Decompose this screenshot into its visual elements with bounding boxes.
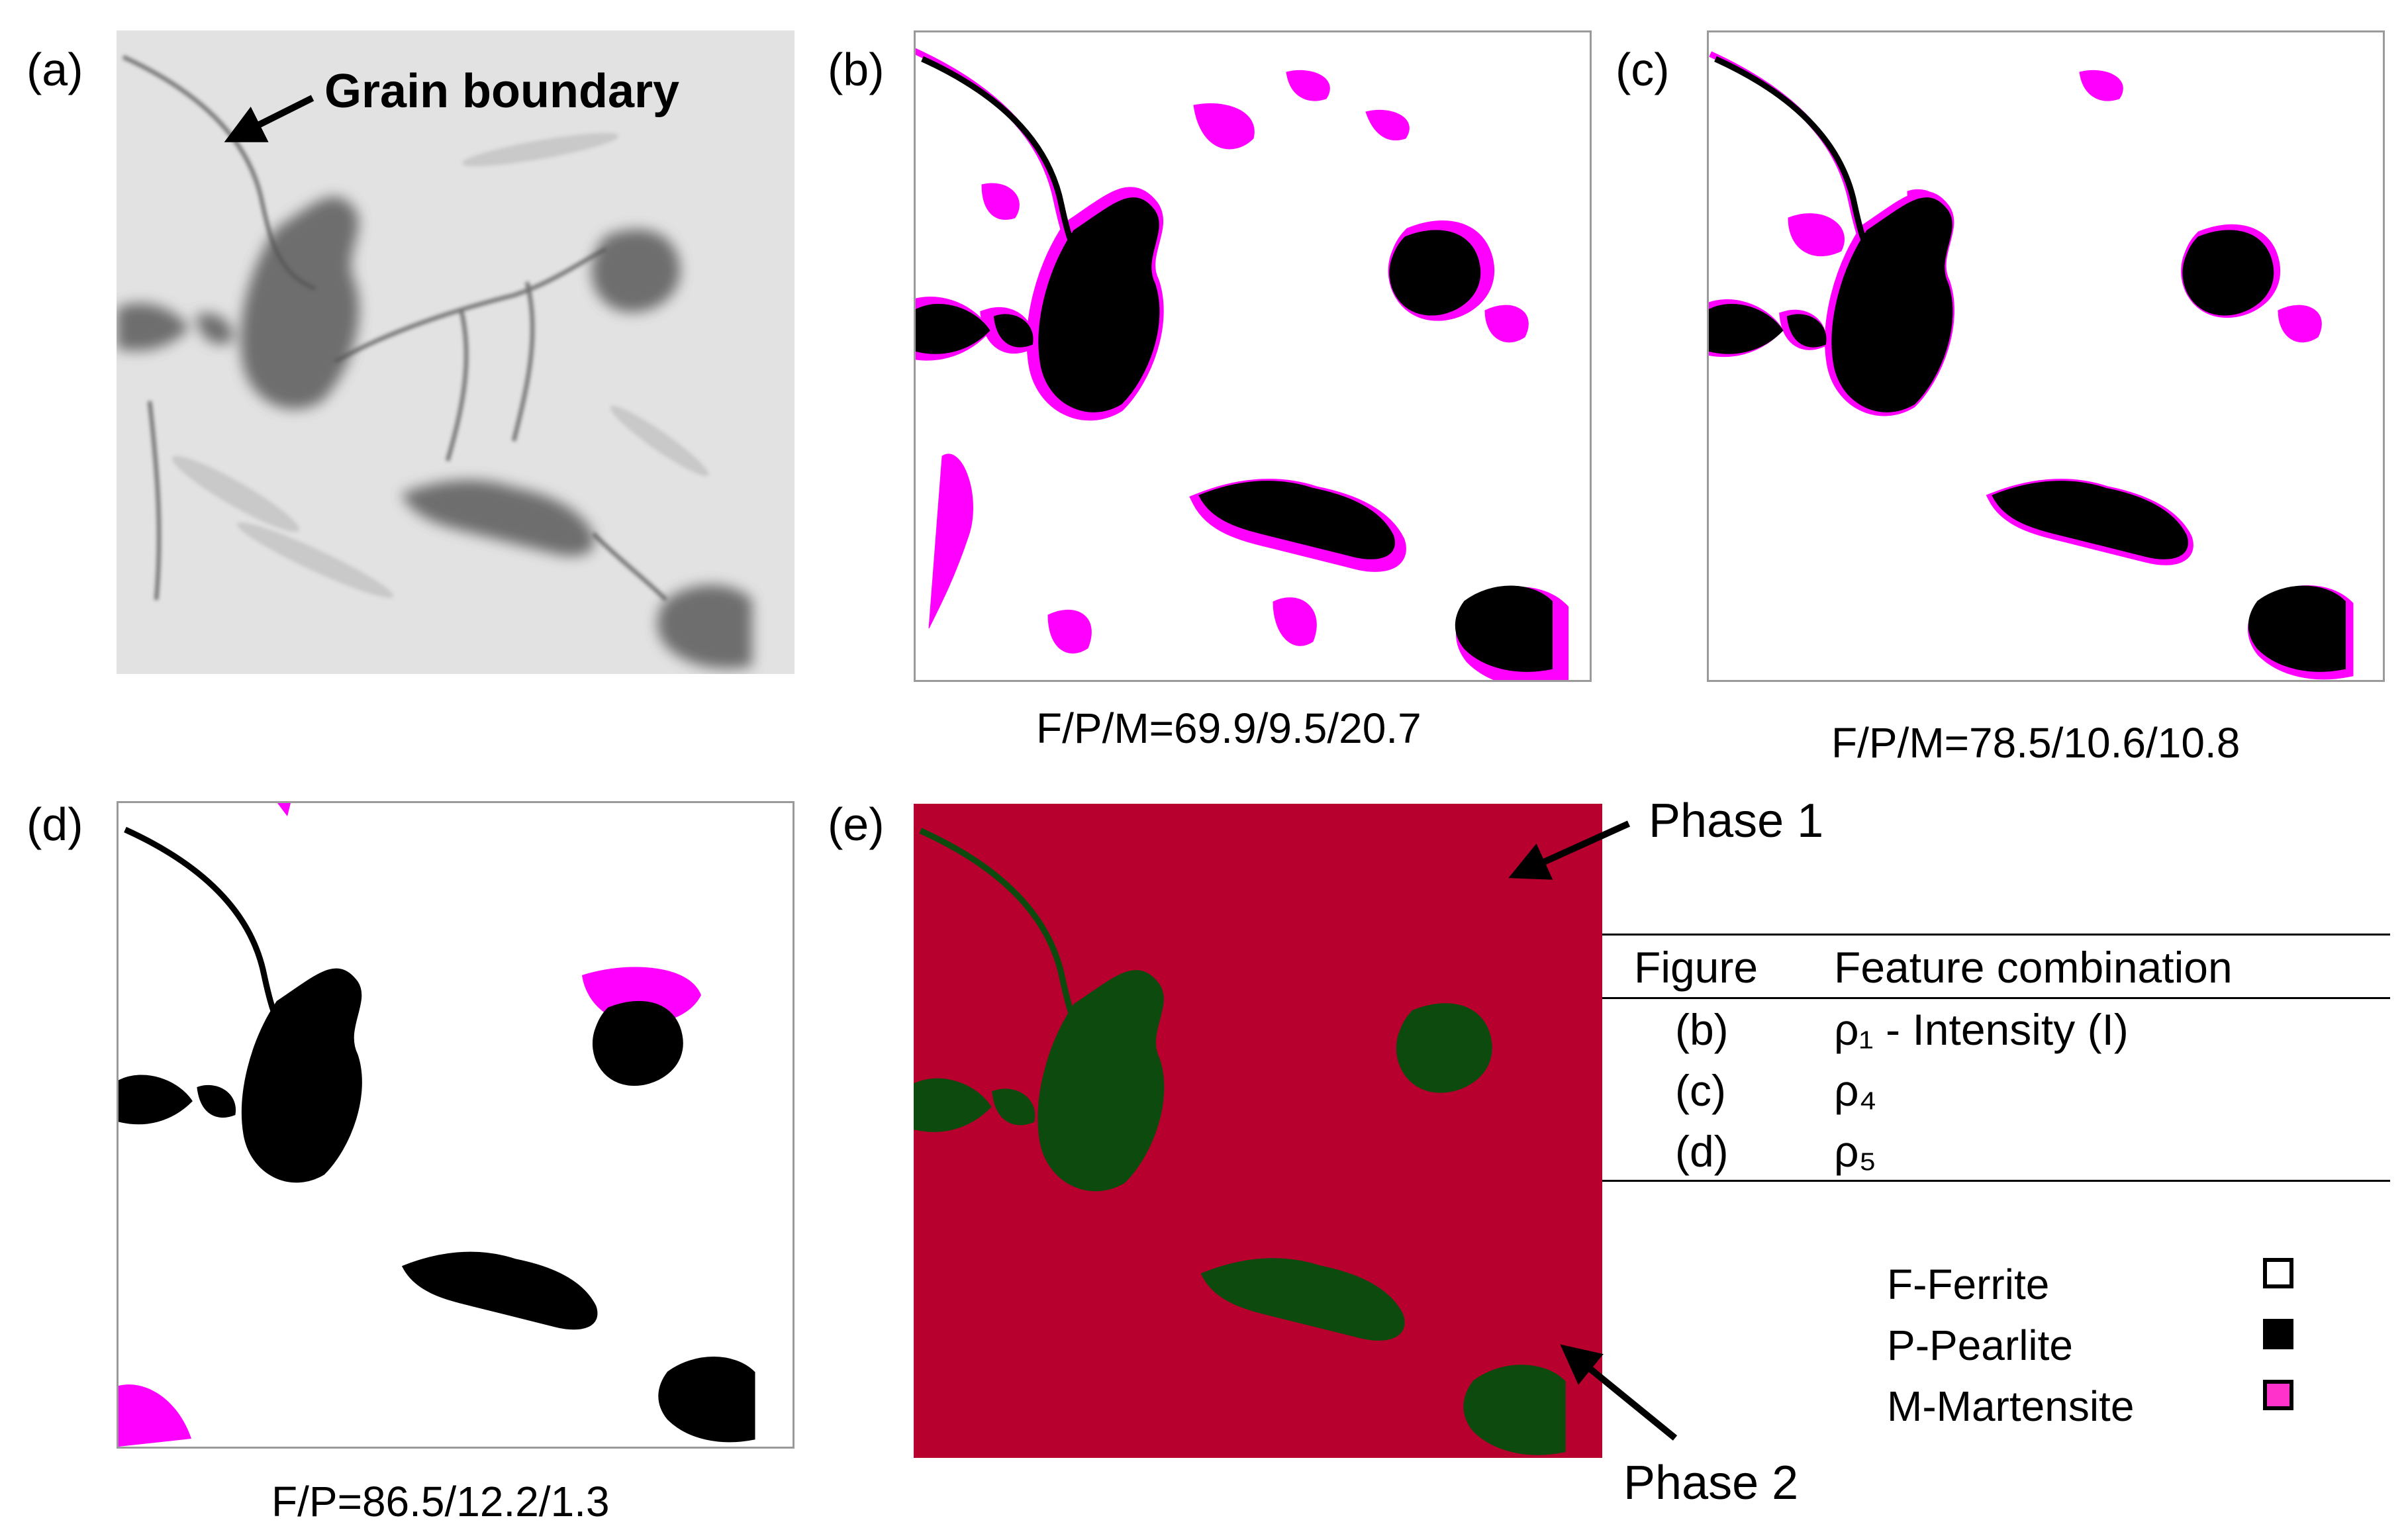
panel-c-caption: F/P/M=78.5/10.6/10.8 <box>1831 719 2240 767</box>
panel-d-caption: F/P=86.5/12.2/1.3 <box>271 1478 610 1525</box>
panel-a-micrograph <box>117 30 795 674</box>
panel-b-caption: F/P/M=69.9/9.5/20.7 <box>1036 704 1421 752</box>
panel-c-segmentation <box>1707 30 2385 682</box>
table-row-figure: (d) <box>1675 1127 1729 1176</box>
legend-martensite-label: M-Martensite <box>1887 1382 2135 1430</box>
panel-c-label: (c) <box>1615 44 1670 95</box>
panel-e-label: (e) <box>828 798 885 850</box>
panel-b-label: (b) <box>828 44 885 95</box>
panel-d-segmentation <box>117 801 795 1449</box>
panel-e-phase-map <box>914 804 1602 1458</box>
table-top-rule <box>1602 934 2390 936</box>
table-row-figure: (c) <box>1675 1066 1726 1115</box>
table-row-feature: ρ₄ <box>1834 1066 1877 1115</box>
legend-pearlite-label: P-Pearlite <box>1887 1322 2073 1369</box>
panel-b-segmentation <box>914 30 1592 682</box>
table-header-feature: Feature combination <box>1834 943 2233 992</box>
table-header-figure: Figure <box>1634 943 1758 992</box>
table-row-feature: ρ₁ - Intensity (I) <box>1834 1005 2129 1054</box>
legend-pearlite-swatch <box>2263 1319 2293 1349</box>
phase-2-label: Phase 2 <box>1623 1457 1799 1510</box>
legend-ferrite-label: F-Ferrite <box>1887 1261 2050 1308</box>
grain-boundary-annotation: Grain boundary <box>324 65 680 118</box>
table-header-rule <box>1602 997 2390 999</box>
panel-d-label: (d) <box>26 798 83 850</box>
legend-martensite-swatch <box>2263 1380 2293 1410</box>
table-row-figure: (b) <box>1675 1005 1729 1054</box>
table-bottom-rule <box>1602 1180 2390 1182</box>
legend-ferrite-swatch <box>2263 1258 2293 1288</box>
table-row-feature: ρ₅ <box>1834 1127 1877 1176</box>
phase-1-label: Phase 1 <box>1649 794 1824 847</box>
panel-a-label: (a) <box>26 44 83 95</box>
